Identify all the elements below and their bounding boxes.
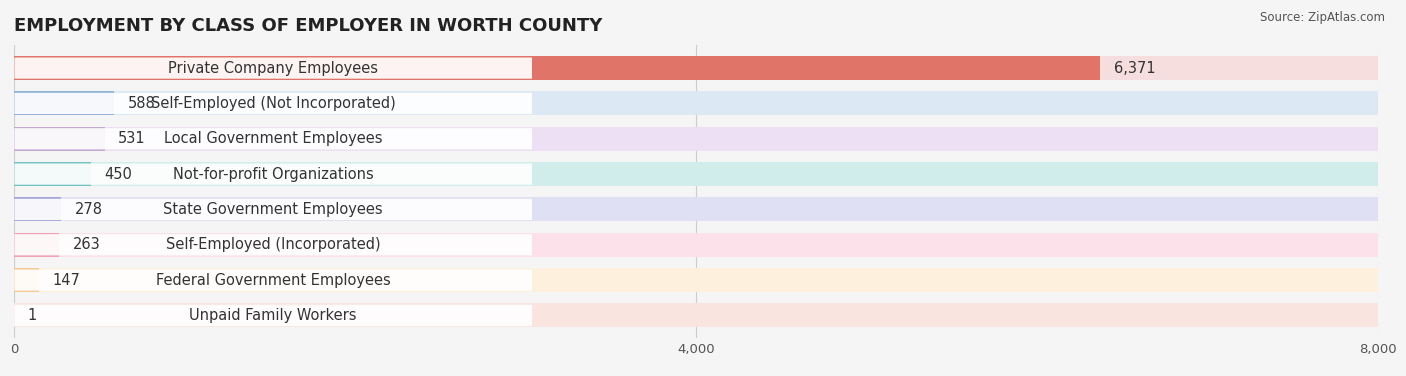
FancyBboxPatch shape xyxy=(14,270,531,291)
Bar xyxy=(14,197,1378,221)
FancyBboxPatch shape xyxy=(14,305,531,326)
FancyBboxPatch shape xyxy=(14,199,531,220)
Text: State Government Employees: State Government Employees xyxy=(163,202,382,217)
Text: Not-for-profit Organizations: Not-for-profit Organizations xyxy=(173,167,374,182)
Text: 1: 1 xyxy=(28,308,37,323)
Text: 278: 278 xyxy=(75,202,103,217)
Text: 263: 263 xyxy=(73,237,100,252)
Bar xyxy=(14,233,59,257)
Text: 450: 450 xyxy=(104,167,132,182)
Text: Local Government Employees: Local Government Employees xyxy=(165,131,382,146)
Text: 588: 588 xyxy=(128,96,156,111)
Text: Self-Employed (Incorporated): Self-Employed (Incorporated) xyxy=(166,237,381,252)
Bar xyxy=(14,91,114,115)
FancyBboxPatch shape xyxy=(14,164,531,185)
Text: Private Company Employees: Private Company Employees xyxy=(169,61,378,76)
FancyBboxPatch shape xyxy=(14,58,531,79)
Bar xyxy=(14,162,91,186)
Text: 531: 531 xyxy=(118,131,146,146)
FancyBboxPatch shape xyxy=(14,128,531,149)
FancyBboxPatch shape xyxy=(14,234,531,255)
Text: EMPLOYMENT BY CLASS OF EMPLOYER IN WORTH COUNTY: EMPLOYMENT BY CLASS OF EMPLOYER IN WORTH… xyxy=(14,17,602,35)
Bar xyxy=(14,127,104,151)
Text: Federal Government Employees: Federal Government Employees xyxy=(156,273,391,288)
Text: 6,371: 6,371 xyxy=(1114,61,1156,76)
Bar xyxy=(14,56,1099,80)
Bar xyxy=(14,91,1378,115)
FancyBboxPatch shape xyxy=(14,93,531,114)
Text: 147: 147 xyxy=(53,273,80,288)
Bar xyxy=(14,197,62,221)
Text: Self-Employed (Not Incorporated): Self-Employed (Not Incorporated) xyxy=(150,96,395,111)
Bar xyxy=(14,303,1378,327)
Bar xyxy=(14,268,1378,292)
Bar xyxy=(14,233,1378,257)
Bar xyxy=(14,127,1378,151)
Text: Unpaid Family Workers: Unpaid Family Workers xyxy=(190,308,357,323)
Bar xyxy=(14,56,1378,80)
Text: Source: ZipAtlas.com: Source: ZipAtlas.com xyxy=(1260,11,1385,24)
Bar xyxy=(14,268,39,292)
Bar xyxy=(14,162,1378,186)
